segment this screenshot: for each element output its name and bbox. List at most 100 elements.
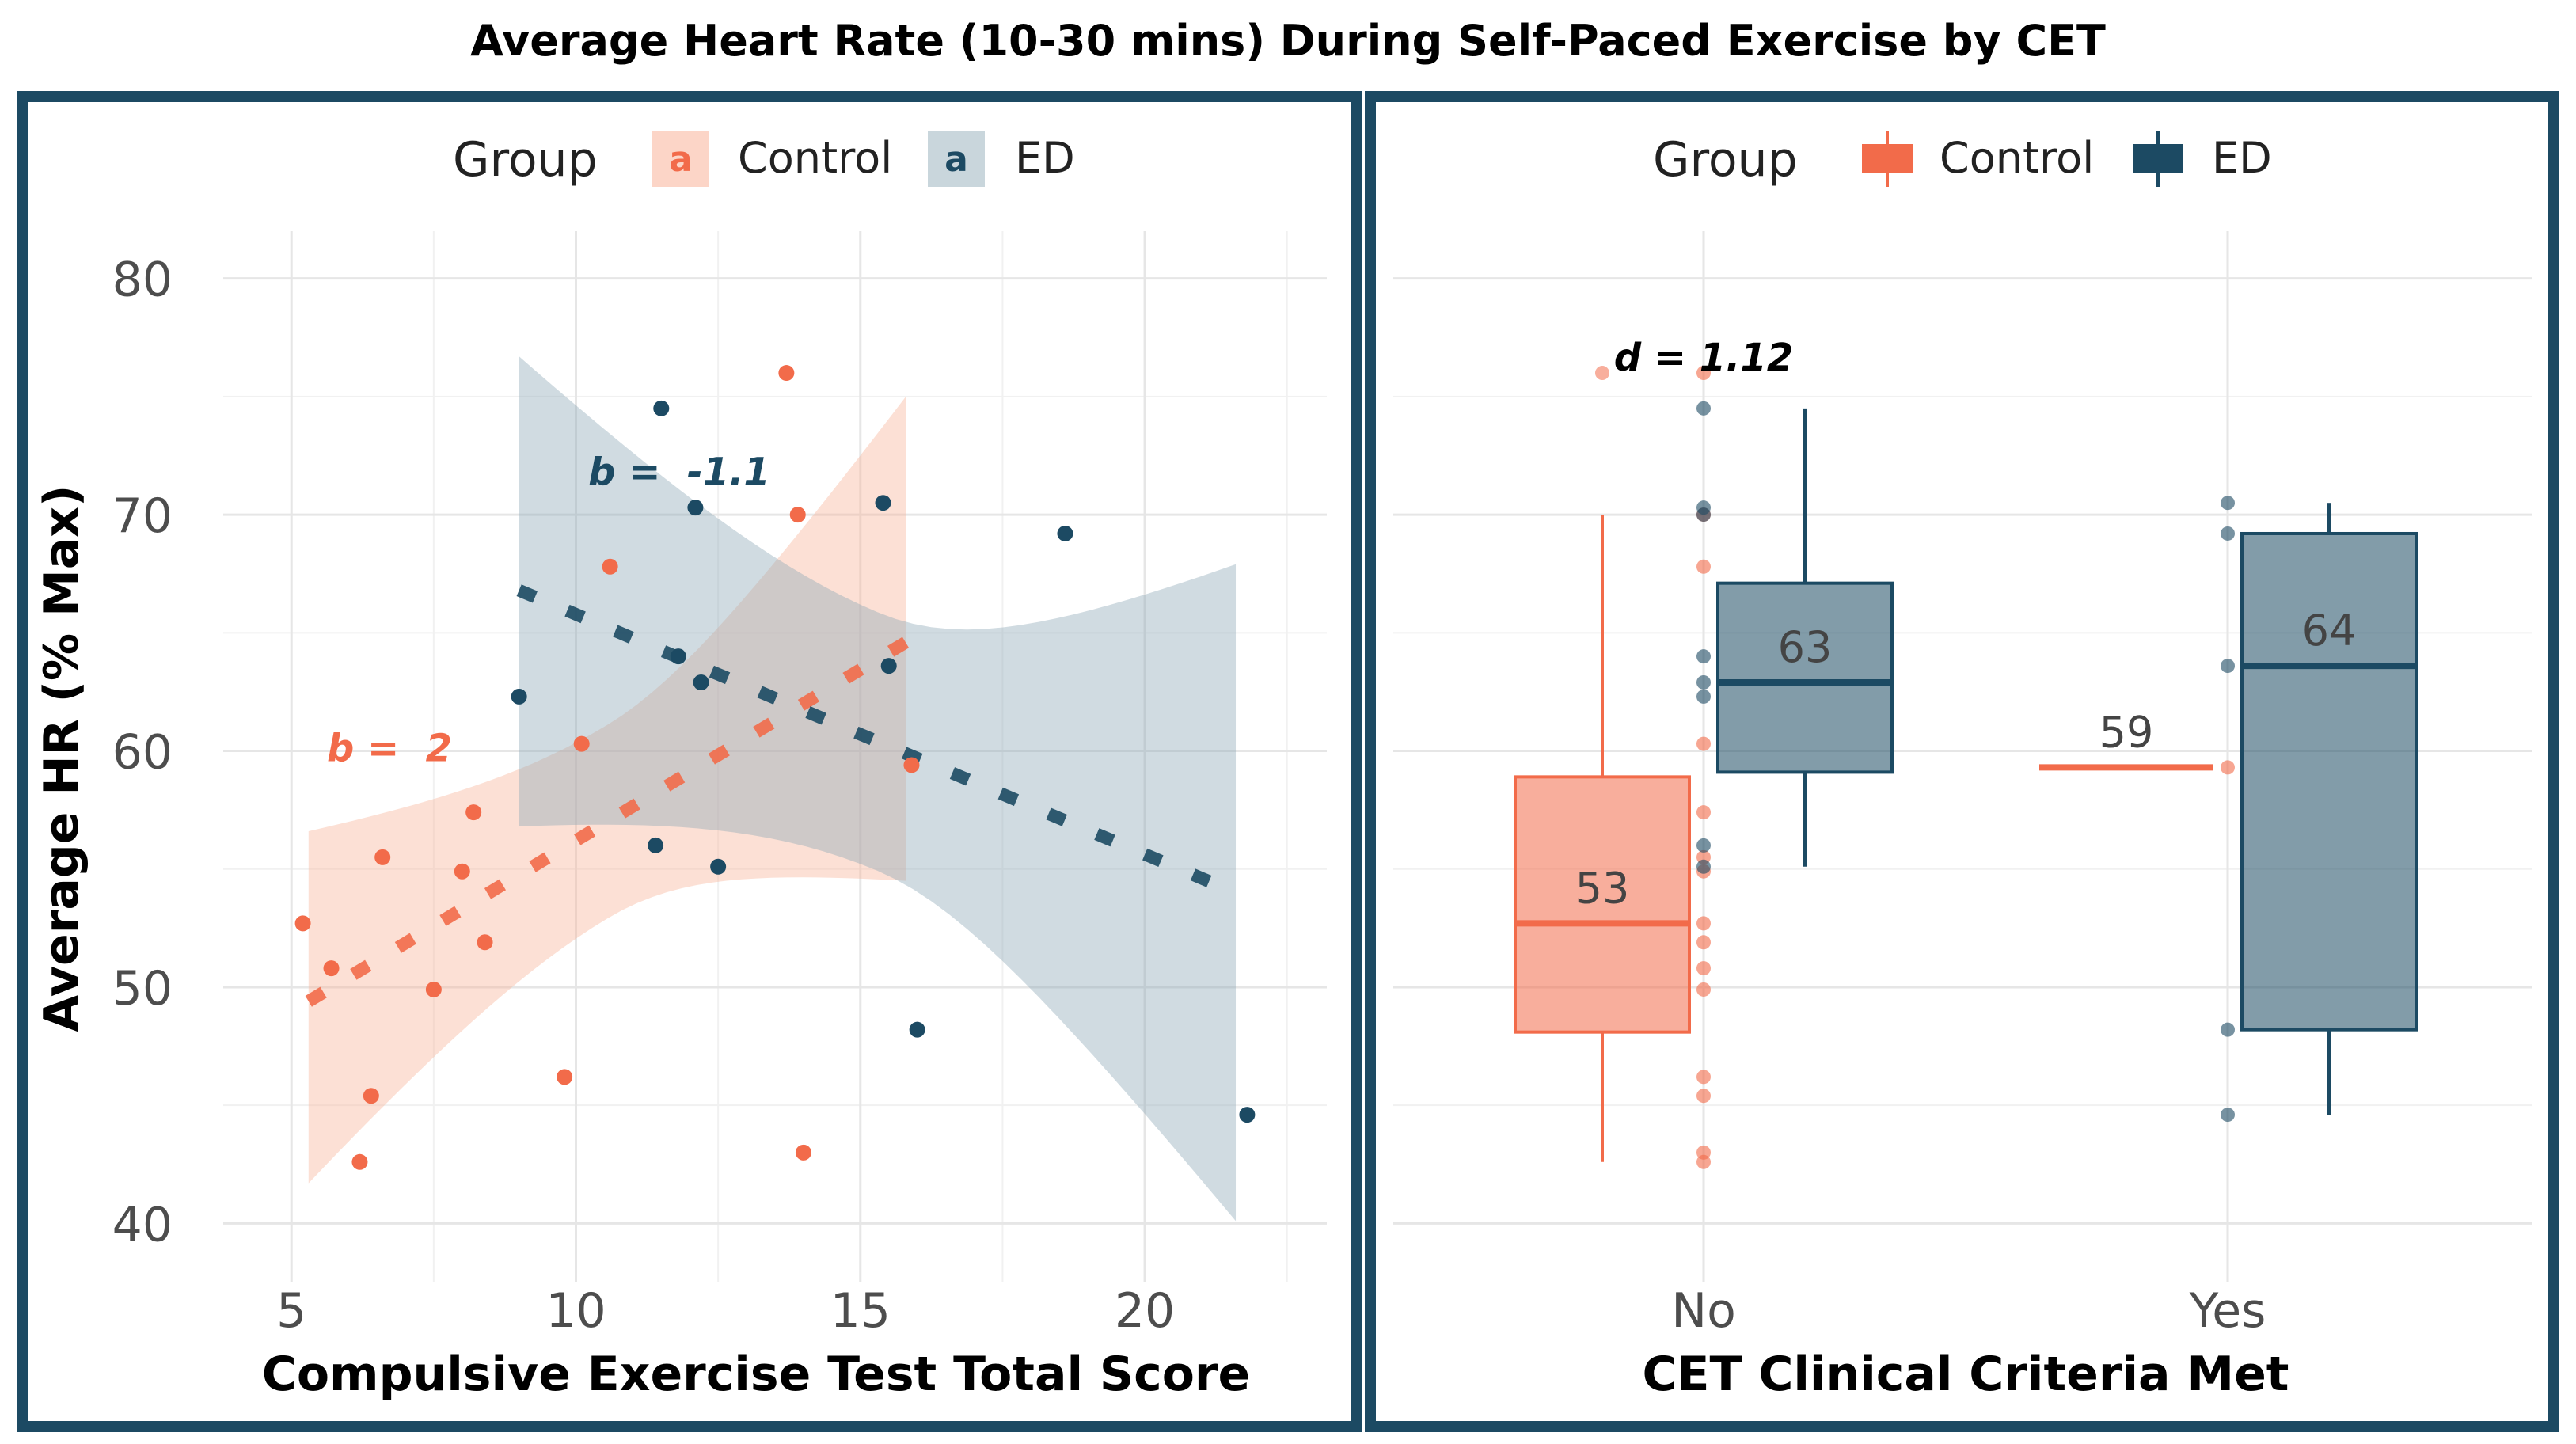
x-tick-label: 5 — [276, 1283, 306, 1339]
ed-point — [693, 674, 709, 690]
x-tick-label-no: No — [1671, 1283, 1736, 1339]
ed-no-point — [1696, 507, 1711, 522]
control-no-point — [1696, 366, 1711, 381]
control-point — [573, 735, 590, 752]
control-yes-point — [2221, 760, 2235, 775]
legend-label-control: Control — [738, 133, 892, 183]
control-no-point — [1696, 1070, 1711, 1085]
ed-no-point — [1696, 674, 1711, 690]
scatter-gridlines — [223, 231, 1327, 1282]
ed-point — [880, 658, 897, 674]
ed-no-box — [1716, 581, 1894, 774]
control-point — [351, 1153, 368, 1170]
control-point — [778, 365, 795, 382]
control-point — [557, 1069, 573, 1085]
ed-no-point — [1696, 649, 1711, 664]
legend-label-ed: ED — [1015, 133, 1075, 183]
ed-yes-point — [2221, 496, 2235, 511]
ed-no-point — [1696, 689, 1711, 704]
ed-no-median-label: 63 — [1778, 622, 1833, 672]
scatter-points — [294, 365, 1256, 1170]
figure-title: Average Heart Rate (10-30 mins) During S… — [470, 16, 2106, 66]
ed-point — [1239, 1107, 1256, 1123]
control-regression-line — [305, 636, 910, 1007]
control-slope-label: b = 2 — [327, 727, 452, 771]
control-no-point — [1696, 982, 1711, 997]
control-no-outlier — [1595, 366, 1609, 381]
ed-point — [909, 1021, 925, 1038]
legend-title-right: Group — [1653, 132, 1798, 188]
ed-slope-label: b = -1.1 — [588, 450, 770, 494]
boxplot-panel: 53 59 63 64 No Yes d = 1.12 CET Clinical Cri… — [1393, 131, 2532, 1402]
legend-title: Group — [453, 132, 598, 188]
boxplots — [1514, 366, 2418, 1162]
scatter-x-tick-labels: 5 10 15 20 — [276, 1283, 1175, 1339]
y-tick-label: 40 — [112, 1197, 173, 1252]
ed-point — [687, 500, 704, 516]
boxplot-points — [1696, 366, 2235, 1169]
ed-yes-box — [2240, 531, 2418, 1032]
ed-point — [653, 400, 670, 416]
ed-point — [710, 858, 727, 875]
ed-no-point — [1696, 838, 1711, 853]
scatter-y-tick-labels: 40 50 60 70 80 — [112, 253, 173, 1253]
control-point — [425, 981, 442, 998]
control-no-point — [1696, 1154, 1711, 1169]
legend-key-ed — [928, 131, 985, 187]
right-panel-frame — [1365, 91, 2559, 1432]
ed-point — [1057, 525, 1073, 542]
control-point — [903, 757, 920, 773]
x-tick-label: 10 — [545, 1283, 606, 1339]
ed-point — [670, 648, 686, 665]
control-no-median-label: 53 — [1575, 863, 1630, 913]
control-no-point — [1696, 736, 1711, 751]
control-point — [789, 507, 806, 523]
legend-box-control — [1862, 144, 1913, 173]
control-no-point — [1696, 1089, 1711, 1104]
effect-size-label: d = 1.12 — [1614, 336, 1793, 380]
x-tick-label: 20 — [1115, 1283, 1175, 1339]
y-tick-label: 70 — [112, 488, 173, 544]
control-point — [477, 934, 493, 951]
control-confidence-ribbon — [308, 396, 906, 1184]
ed-point — [875, 495, 891, 511]
confidence-ribbons — [308, 356, 1237, 1222]
legend-key-control-glyph: a — [669, 139, 693, 180]
control-no-point — [1696, 935, 1711, 950]
x-tick-label-yes: Yes — [2189, 1283, 2266, 1339]
control-point — [363, 1088, 379, 1104]
regression-lines — [305, 584, 1239, 1007]
ed-point — [511, 688, 527, 705]
scatter-legend: Group a Control a ED — [453, 131, 1075, 188]
x-tick-label: 15 — [830, 1283, 891, 1339]
scatter-x-axis-label: Compulsive Exercise Test Total Score — [262, 1347, 1250, 1402]
boxplot-legend: Group Control ED — [1653, 131, 2272, 188]
boxplot-x-axis-label: CET Clinical Criteria Met — [1643, 1347, 2289, 1402]
boxplot-x-tick-labels: No Yes — [1671, 1283, 2266, 1339]
y-tick-label: 80 — [112, 253, 173, 308]
control-no-point — [1696, 961, 1711, 976]
ed-no-point — [1696, 859, 1711, 874]
legend-key-ed-glyph: a — [944, 139, 968, 180]
y-tick-label: 50 — [112, 961, 173, 1016]
control-no-box — [1514, 775, 1691, 1034]
control-no-point — [1696, 559, 1711, 574]
legend-box-ed — [2133, 144, 2183, 173]
left-panel-frame — [17, 91, 1362, 1432]
ed-confidence-ribbon — [519, 356, 1237, 1222]
control-no-point — [1696, 805, 1711, 820]
ed-yes-point — [2221, 1108, 2235, 1123]
scatter-panel: 40 50 60 70 80 5 10 15 20 b = 2 b = -1.1 Compul… — [34, 131, 1327, 1402]
control-point — [465, 804, 482, 821]
control-point — [454, 863, 470, 880]
control-point — [602, 558, 618, 575]
legend-key-control — [652, 131, 709, 187]
median-labels: 53 59 63 64 — [1575, 606, 2357, 913]
control-point — [323, 960, 340, 977]
ed-no-point — [1696, 401, 1711, 416]
y-tick-label: 60 — [112, 725, 173, 781]
legend-label-ed-right: ED — [2212, 133, 2272, 183]
control-point — [374, 849, 391, 865]
ed-yes-point — [2221, 659, 2235, 674]
